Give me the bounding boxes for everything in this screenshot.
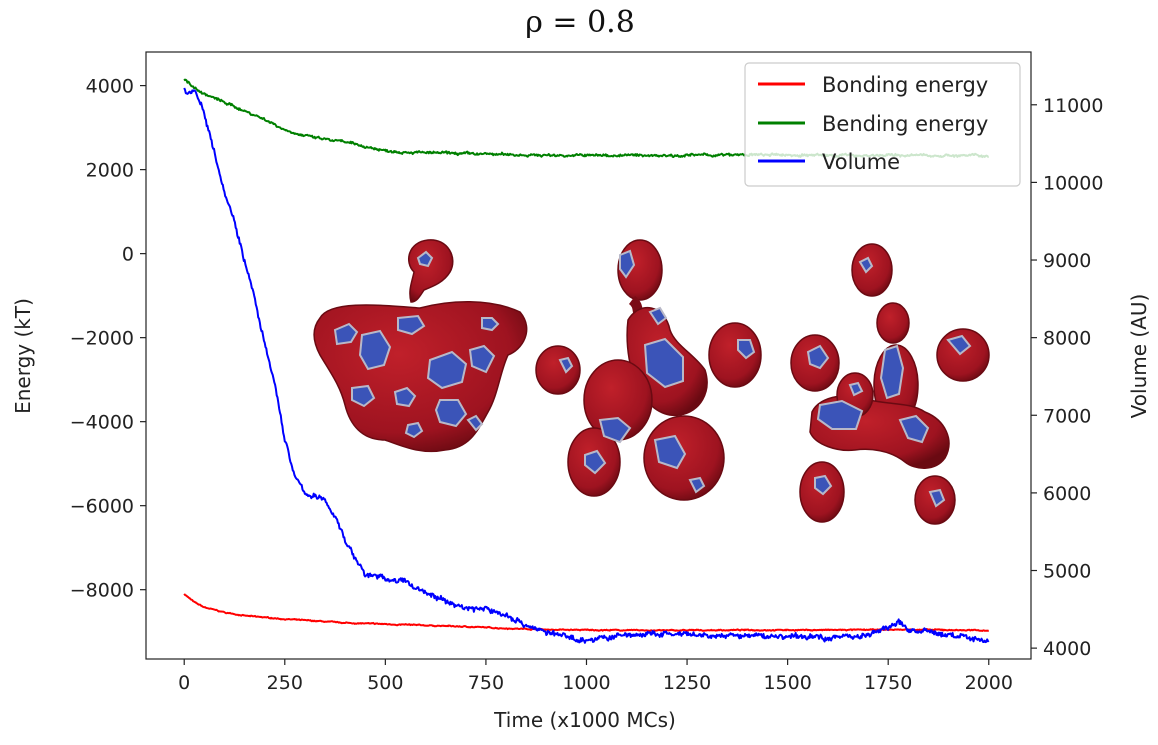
x-tick-label: 1500 <box>763 672 811 694</box>
y2-tick-label: 5000 <box>1043 561 1091 583</box>
y2-tick-label: 6000 <box>1043 483 1091 505</box>
y2-tick-label: 7000 <box>1043 405 1091 427</box>
y-tick-label: −4000 <box>70 412 134 434</box>
chart-title: ρ = 0.8 <box>525 5 635 40</box>
x-tick-label: 750 <box>468 672 504 694</box>
x-tick-label: 1750 <box>864 672 912 694</box>
plot-frame <box>145 51 1032 660</box>
x-tick-label: 500 <box>367 672 403 694</box>
vesicle-snapshot-1 <box>313 239 528 452</box>
y2-axis-label: Volume (AU) <box>1127 294 1151 419</box>
y2-tick-label: 9000 <box>1043 250 1091 272</box>
y-tick-label: −8000 <box>70 580 134 602</box>
y2-tick-label: 10000 <box>1043 172 1103 194</box>
y-axis-label: Energy (kT) <box>11 298 35 414</box>
x-tick-label: 2000 <box>965 672 1013 694</box>
x-axis-ticks: 0 250 500 750 1000 1250 1500 1750 2000 <box>178 659 1013 694</box>
series-line-volume <box>183 87 990 644</box>
legend-label-bending-energy: Bending energy <box>822 112 988 136</box>
left-y-axis-ticks: 4000 2000 0 −2000 −4000 −6000 −8000 <box>70 76 146 602</box>
y2-tick-label: 11000 <box>1043 95 1103 117</box>
legend-label-bonding-energy: Bonding energy <box>822 73 988 97</box>
y2-tick-label: 8000 <box>1043 328 1091 350</box>
right-y-axis-ticks: 11000 10000 9000 8000 7000 6000 5000 4000 <box>1031 95 1103 660</box>
series-line-bonding-energy <box>183 593 989 632</box>
x-axis-label: Time (x1000 MCs) <box>493 708 676 732</box>
y-tick-label: −2000 <box>70 328 134 350</box>
x-tick-label: 1250 <box>663 672 711 694</box>
x-tick-label: 1000 <box>562 672 610 694</box>
legend-box <box>744 62 1021 187</box>
vesicle-snapshot-2 <box>535 239 762 501</box>
y2-tick-label: 4000 <box>1043 638 1091 660</box>
y-tick-label: 0 <box>122 244 134 266</box>
vesicle-snapshot-3 <box>790 243 990 525</box>
x-tick-label: 250 <box>267 672 303 694</box>
legend-label-volume: Volume <box>822 150 900 174</box>
y-tick-label: −6000 <box>70 496 134 518</box>
x-tick-label: 0 <box>178 672 190 694</box>
y-tick-label: 4000 <box>86 76 134 98</box>
y-tick-label: 2000 <box>86 160 134 182</box>
legend: Bonding energy Bending energy Volume <box>744 62 1021 187</box>
